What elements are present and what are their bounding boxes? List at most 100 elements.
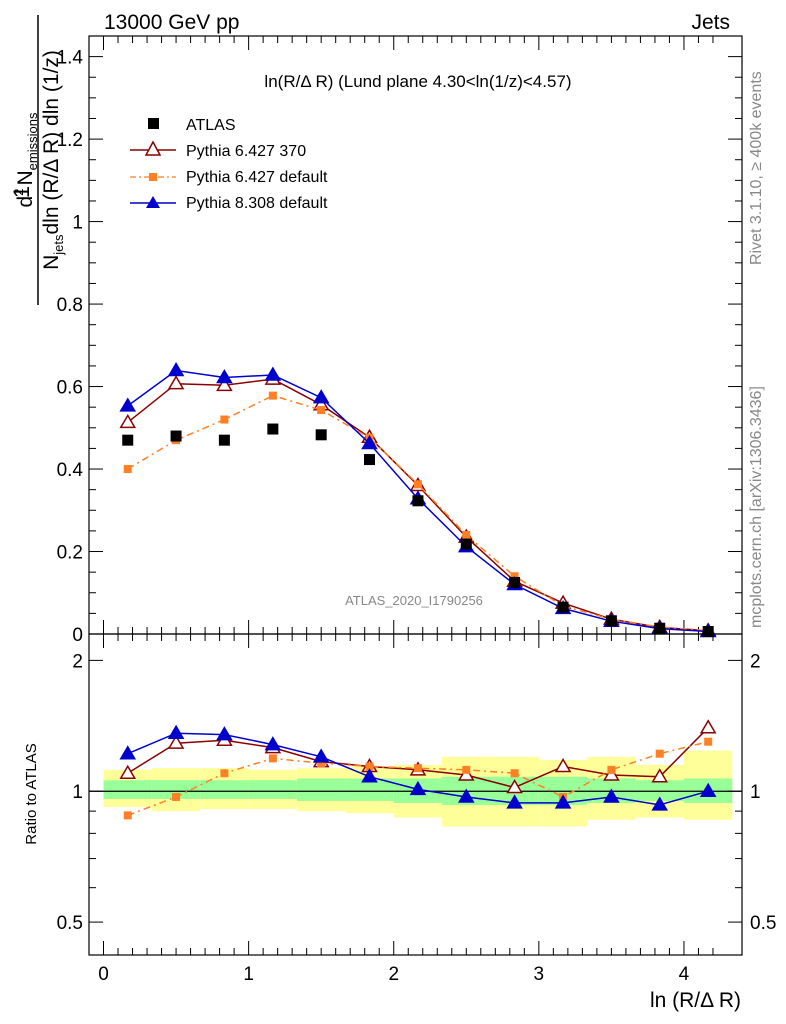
ratio-point-py8 [603, 788, 620, 803]
main-point-py6-default [123, 465, 132, 474]
main-point-atlas [654, 622, 666, 634]
ratio-point-py6-370 [167, 734, 185, 749]
main-point-atlas [460, 538, 472, 550]
legend-label-py6-370: Pythia 6.427 370 [186, 143, 306, 160]
x-tick-label: 3 [534, 964, 545, 985]
main-point-py8 [216, 368, 233, 384]
ratio-y-tick-label: 2 [72, 651, 83, 672]
x-axis: 0 1 2 3 4 [98, 634, 714, 985]
ratio-point-py8 [167, 724, 185, 739]
ylabel-numerator: d2Nemissions [11, 112, 40, 207]
ratio-point-py6-default [704, 737, 713, 746]
band-inner [200, 780, 249, 799]
band-inner [296, 778, 346, 801]
y-tick-label: 0.6 [57, 378, 83, 399]
ratio-point-py6-default [123, 811, 132, 820]
legend-item-py6-default: Pythia 6.427 default [130, 169, 328, 186]
ratio-point-py8 [119, 745, 137, 760]
main-point-py6-370 [119, 413, 137, 429]
legend: ATLAS Pythia 6.427 370 Pythia 6.427 defa… [130, 117, 328, 212]
legend-marker-py8 [146, 196, 160, 208]
ratio-point-py6-default [172, 792, 181, 801]
ratio-point-py6-default [220, 769, 229, 778]
legend-marker-atlas [148, 118, 159, 129]
legend-label-py6-default: Pythia 6.427 default [186, 169, 328, 186]
main-point-py6-370 [167, 375, 185, 390]
ratio-y-axis: 0.5 0.5 1 1 2 2 [57, 651, 777, 934]
band-inner [635, 780, 684, 801]
plot-title: ln(R/Δ R) (Lund plane 4.30<ln(1/z)<4.57) [264, 72, 571, 91]
main-point-py6-default [317, 406, 326, 415]
main-point-atlas [412, 495, 424, 507]
band-inner [151, 780, 201, 799]
ratio-point-py6-default [607, 765, 616, 774]
y-tick-label: 0.4 [57, 460, 84, 481]
ratio-point-py8 [264, 736, 282, 751]
band-inner [345, 778, 394, 801]
legend-label-py8: Pythia 8.308 default [186, 195, 328, 212]
main-point-atlas [218, 434, 230, 446]
main-point-atlas [122, 434, 134, 446]
main-point-py8 [167, 361, 185, 377]
main-panel: 0 0.2 0.4 0.6 0.8 1 1.2 1.4 [57, 35, 743, 646]
main-point-atlas [315, 429, 327, 441]
legend-marker-py6-370 [144, 140, 162, 156]
header-left: 13000 GeV pp [104, 11, 239, 34]
main-point-atlas [605, 615, 617, 627]
ratio-y-axis-label: Ratio to ATLAS [23, 743, 40, 844]
x-tick-label: 0 [98, 964, 109, 985]
ratio-point-py6-370 [603, 766, 620, 781]
header-right: Jets [691, 11, 730, 34]
ratio-point-py8 [457, 788, 475, 803]
main-point-py6-default [220, 415, 229, 424]
x-tick-label: 2 [388, 964, 399, 985]
rivet-label: Rivet 3.1.10, ≥ 400k events [748, 71, 765, 265]
ratio-point-py6-default [655, 749, 664, 758]
watermark: ATLAS_2020_I1790256 [345, 593, 483, 608]
y-tick-label: 0.8 [57, 295, 83, 316]
legend-item-py8: Pythia 8.308 default [130, 195, 328, 212]
main-point-py6-default [462, 531, 471, 540]
legend-item-py6-370: Pythia 6.427 370 [130, 140, 306, 160]
legend-item-atlas: ATLAS [148, 117, 236, 134]
y-tick-label: 1 [72, 213, 83, 234]
ratio-point-py8 [651, 796, 669, 811]
ratio-point-py8 [506, 794, 523, 809]
ratio-point-py6-default [413, 764, 422, 773]
ratio-y-tick-label-right: 1 [750, 782, 761, 803]
main-point-py8 [119, 397, 137, 412]
ratio-point-py8 [409, 780, 427, 796]
ratio-frame [88, 633, 743, 956]
ratio-point-py6-default [462, 765, 471, 774]
ratio-point-py8 [312, 748, 330, 763]
band-inner [248, 780, 297, 799]
ratio-y-tick-label-right: 2 [750, 651, 761, 672]
y-tick-label: 0.2 [57, 543, 83, 564]
main-y-axis-label: 1 d2Nemissions Njetsdln (R/Δ R) dln (1/z… [9, 15, 66, 305]
band-inner [103, 780, 152, 799]
main-point-py6-default [268, 391, 277, 400]
ratio-point-py6-370 [699, 719, 717, 734]
y-tick-label: 1.2 [57, 130, 83, 151]
ratio-point-py6-default [365, 762, 374, 771]
main-point-py8 [312, 389, 330, 404]
ratio-point-py6-default [268, 754, 277, 763]
x-tick-label: 4 [679, 964, 690, 985]
mcplots-label: mcplots.cern.ch [arXiv:1306.3436] [748, 386, 765, 628]
ratio-point-py8 [216, 726, 233, 741]
main-point-atlas [170, 430, 182, 442]
legend-marker-py6-default [149, 173, 157, 181]
ylabel-one: 1 [9, 186, 34, 198]
ratio-series-py8 [119, 724, 717, 811]
main-point-atlas [509, 576, 521, 588]
main-point-atlas [702, 626, 714, 638]
ratio-point-py6-370 [506, 779, 523, 794]
main-point-atlas [267, 423, 279, 435]
main-point-atlas [557, 601, 569, 613]
ratio-point-py6-370 [554, 758, 572, 773]
ratio-y-tick-label: 0.5 [57, 913, 83, 934]
ratio-point-py6-370 [457, 766, 475, 781]
ratio-point-py6-default [510, 769, 519, 778]
ratio-panel: 0 1 2 3 4 0.5 0.5 1 1 2 2 [57, 633, 777, 985]
